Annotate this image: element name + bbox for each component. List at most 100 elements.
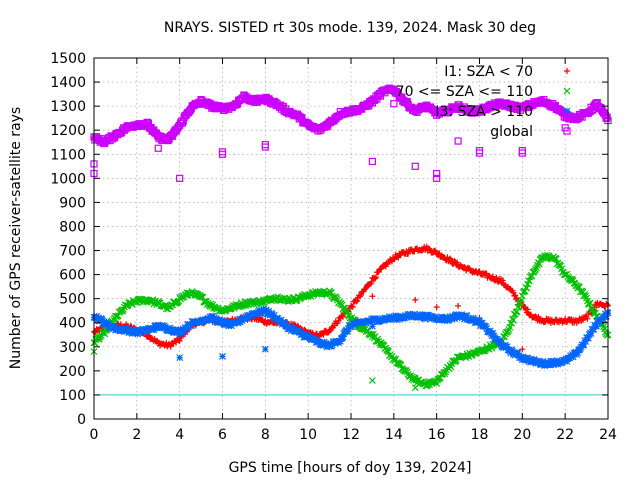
outlier-point xyxy=(475,149,484,157)
data-point xyxy=(602,312,610,320)
data-point xyxy=(569,353,577,361)
data-point xyxy=(402,312,409,319)
data-point xyxy=(587,330,595,337)
outlier-point xyxy=(369,293,376,300)
data-point xyxy=(447,256,454,263)
x-tick-label: 10 xyxy=(299,427,317,443)
y-tick-label: 800 xyxy=(59,219,86,235)
outlier-point xyxy=(176,174,184,182)
legend-marker xyxy=(563,87,571,95)
data-point xyxy=(260,305,267,313)
outlier-point xyxy=(154,144,162,152)
series-2 xyxy=(90,305,612,370)
data-point xyxy=(526,358,534,366)
outlier-point xyxy=(368,322,376,330)
data-point xyxy=(532,266,540,273)
data-point xyxy=(362,285,369,292)
data-point xyxy=(120,328,128,336)
data-point xyxy=(436,250,443,257)
legend-marker xyxy=(563,127,571,135)
outlier-point xyxy=(411,384,419,392)
outlier-point xyxy=(455,302,462,309)
data-point xyxy=(356,293,363,300)
data-point xyxy=(442,313,450,321)
x-tick-label: 12 xyxy=(342,427,360,443)
data-point xyxy=(454,259,461,266)
data-point xyxy=(451,258,458,265)
x-tick-label: 24 xyxy=(599,427,617,443)
data-point xyxy=(523,284,531,292)
legend-label: I1: SZA < 70 xyxy=(444,64,533,80)
data-point xyxy=(353,298,360,305)
data-point xyxy=(269,311,276,318)
data-point xyxy=(342,306,350,314)
series-3 xyxy=(90,84,612,182)
y-tick-label: 1300 xyxy=(50,99,86,115)
x-tick-label: 2 xyxy=(132,427,141,443)
y-tick-label: 1000 xyxy=(50,171,86,187)
data-point xyxy=(512,292,519,299)
x-tick-label: 18 xyxy=(471,427,489,443)
data-point xyxy=(285,322,292,330)
data-point xyxy=(397,252,404,259)
x-tick-label: 4 xyxy=(175,427,184,443)
data-point xyxy=(470,316,478,323)
y-tick-label: 300 xyxy=(59,340,86,356)
data-point xyxy=(328,341,336,349)
data-point xyxy=(95,317,103,325)
data-point xyxy=(219,317,226,325)
data-point xyxy=(354,297,361,304)
y-tick-label: 700 xyxy=(59,244,86,260)
x-tick-label: 20 xyxy=(513,427,531,443)
data-point xyxy=(514,349,522,357)
data-point xyxy=(150,326,158,334)
data-point xyxy=(519,353,527,361)
data-point xyxy=(426,314,433,322)
data-point xyxy=(357,292,364,299)
y-tick-label: 400 xyxy=(59,316,86,332)
data-point xyxy=(539,358,547,365)
data-point xyxy=(167,343,174,350)
y-tick-label: 0 xyxy=(77,412,86,428)
data-point xyxy=(161,323,169,331)
data-point xyxy=(573,351,581,358)
y-tick-label: 1400 xyxy=(50,75,86,91)
data-point xyxy=(503,343,511,351)
data-point xyxy=(584,315,591,322)
legend-label: I3: SZA > 110 xyxy=(435,104,533,120)
outlier-point xyxy=(454,137,462,145)
data-point xyxy=(418,313,425,320)
data-point xyxy=(584,334,592,342)
grid xyxy=(94,58,608,419)
outlier-point xyxy=(390,100,398,108)
data-point xyxy=(255,306,263,314)
data-point xyxy=(482,322,490,330)
data-point xyxy=(344,328,351,336)
outlier-point xyxy=(261,345,269,353)
data-point xyxy=(299,330,307,338)
data-point xyxy=(320,331,327,338)
data-point xyxy=(372,274,379,281)
legend-label: 70 <= SZA <= 110 xyxy=(396,84,533,100)
outlier-point xyxy=(519,346,526,353)
data-point xyxy=(493,274,500,281)
data-point xyxy=(349,303,356,310)
data-point xyxy=(563,357,571,365)
series-layer xyxy=(90,84,612,392)
x-tick-label: 22 xyxy=(556,427,574,443)
x-tick-label: 8 xyxy=(261,427,270,443)
data-point xyxy=(154,321,162,329)
legend-marker xyxy=(564,68,570,74)
data-point xyxy=(463,312,471,320)
outlier-point xyxy=(411,162,419,170)
y-axis-label: Number of GPS receiver-satellite rays xyxy=(8,107,24,369)
data-point xyxy=(323,343,331,351)
outlier-point xyxy=(433,169,441,178)
x-tick-label: 14 xyxy=(385,427,403,443)
y-tick-label: 1500 xyxy=(50,51,86,67)
data-point xyxy=(335,317,342,324)
data-point xyxy=(336,337,344,345)
data-point xyxy=(262,306,270,314)
data-point xyxy=(409,311,416,319)
